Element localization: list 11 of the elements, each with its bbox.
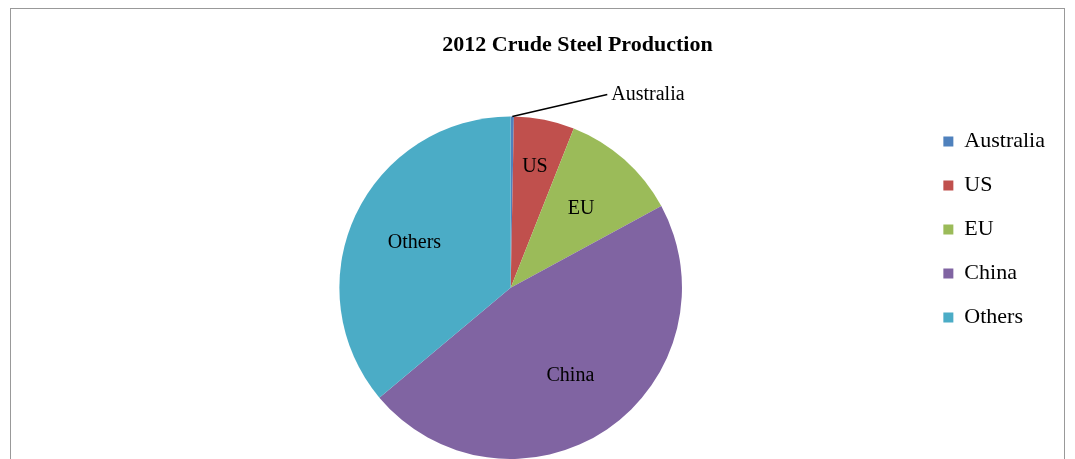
slice-label: EU xyxy=(567,195,596,218)
slice-label: Australia xyxy=(611,81,685,104)
legend-label: US xyxy=(964,171,993,197)
chart-title: 2012 Crude Steel Production xyxy=(442,30,713,56)
legend-label: China xyxy=(964,259,1018,285)
legend-label: Australia xyxy=(964,127,1046,153)
slice-label: US xyxy=(522,154,548,177)
slice-label: China xyxy=(546,362,595,385)
legend-label: Others xyxy=(964,303,1024,329)
legend-label: EU xyxy=(964,215,994,241)
slice-label: Others xyxy=(387,230,442,253)
